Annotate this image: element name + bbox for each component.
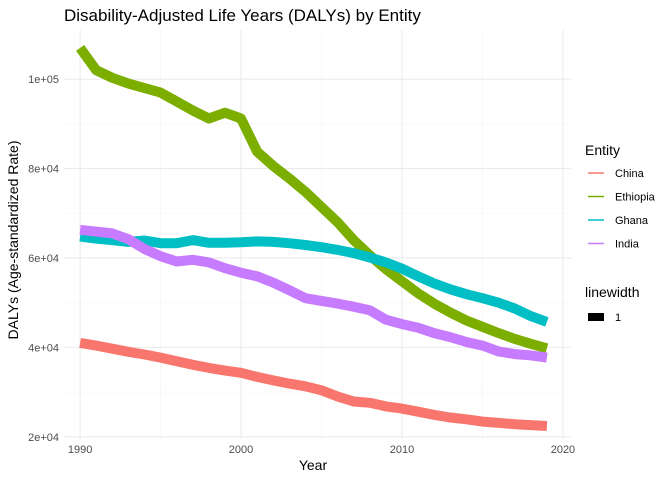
- x-axis-title: Year: [299, 457, 328, 473]
- legend-title: Entity: [585, 142, 620, 158]
- size-legend-label: 1: [615, 312, 621, 324]
- x-tick-label: 2020: [551, 444, 575, 456]
- chart-title: Disability-Adjusted Life Years (DALYs) b…: [64, 6, 421, 25]
- x-tick-label: 1990: [68, 444, 92, 456]
- y-tick-label: 6e+04: [28, 253, 59, 265]
- legend-label-india: India: [615, 239, 640, 251]
- series-lines: [76, 44, 549, 431]
- y-tick-label: 4e+04: [28, 342, 59, 354]
- y-tick-label: 2e+04: [28, 432, 59, 444]
- series-line-india: [79, 224, 548, 363]
- legend: Entity China Ethiopia Ghana India linewidth…: [585, 142, 656, 324]
- legend-label-ethiopia: Ethiopia: [615, 192, 656, 204]
- series-line-china: [79, 337, 548, 431]
- series-line-ghana: [79, 231, 549, 327]
- size-legend-key: [588, 313, 604, 321]
- y-tick-label: 1e+05: [28, 74, 59, 86]
- legend-entries: China Ethiopia Ghana India: [588, 168, 656, 251]
- x-tick-label: 2010: [390, 444, 414, 456]
- y-axis-title: DALYs (Age-standardized Rate): [5, 141, 21, 340]
- legend-label-china: China: [615, 168, 645, 180]
- x-tick-label: 2000: [229, 444, 253, 456]
- series-line-ethiopia: [76, 44, 549, 354]
- size-legend-title: linewidth: [585, 284, 639, 300]
- y-axis-tick-labels: 2e+04 4e+04 6e+04 8e+04 1e+05: [28, 74, 59, 444]
- x-axis-tick-labels: 1990 2000 2010 2020: [68, 444, 575, 456]
- legend-label-ghana: Ghana: [615, 215, 649, 227]
- y-tick-label: 8e+04: [28, 164, 59, 176]
